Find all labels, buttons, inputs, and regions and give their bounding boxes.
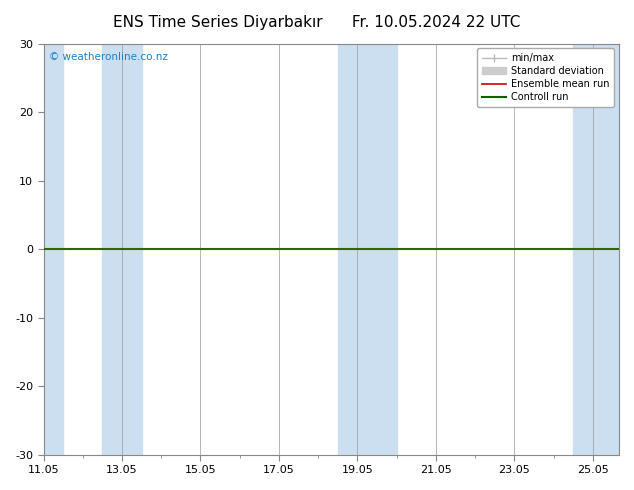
Bar (338, 44, 397, 455)
Bar (103, 44, 141, 455)
Text: ENS Time Series Diyarbakır      Fr. 10.05.2024 22 UTC: ENS Time Series Diyarbakır Fr. 10.05.202… (113, 15, 521, 30)
Bar (44, 44, 63, 455)
Legend: min/max, Standard deviation, Ensemble mean run, Controll run: min/max, Standard deviation, Ensemble me… (477, 49, 614, 107)
Bar (573, 44, 619, 455)
Text: © weatheronline.co.nz: © weatheronline.co.nz (49, 52, 168, 62)
